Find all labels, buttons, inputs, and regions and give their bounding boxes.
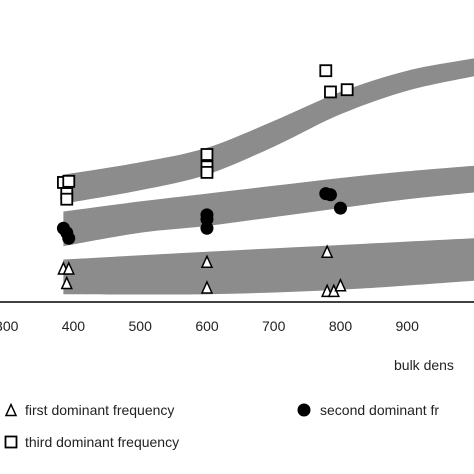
square-point bbox=[324, 85, 337, 99]
triangle-point bbox=[60, 275, 73, 290]
square-point bbox=[60, 192, 74, 206]
circle-point bbox=[200, 221, 214, 235]
x-tick-label: 700 bbox=[262, 318, 286, 334]
circle-point bbox=[333, 201, 347, 215]
legend-marker-square bbox=[4, 435, 18, 449]
circle-point bbox=[323, 188, 337, 202]
x-tick-label: 400 bbox=[62, 318, 86, 334]
triangle-point bbox=[320, 244, 334, 258]
circle-point bbox=[200, 212, 214, 226]
x-tick-label: 500 bbox=[129, 318, 153, 334]
band-1 bbox=[63, 238, 474, 295]
x-axis-title: bulk dens bbox=[394, 357, 454, 373]
data-markers bbox=[56, 64, 354, 298]
triangle-point bbox=[200, 254, 214, 269]
band-2 bbox=[63, 165, 474, 247]
legend-label: second dominant fr bbox=[320, 402, 439, 418]
confidence-bands bbox=[63, 58, 474, 295]
square-point bbox=[340, 83, 354, 97]
x-tick-label: 600 bbox=[195, 318, 219, 334]
legend-label: third dominant frequency bbox=[25, 434, 179, 450]
band-3 bbox=[63, 58, 474, 204]
square-point bbox=[62, 174, 76, 188]
x-tick-label: 300 bbox=[0, 318, 19, 334]
square-point bbox=[200, 165, 214, 179]
triangle-point bbox=[62, 261, 75, 275]
legend-marker-circle bbox=[297, 403, 311, 417]
x-tick-label: 900 bbox=[396, 318, 420, 334]
x-axis-ticks: 300 400 500 600 700 800 900 bbox=[0, 318, 419, 334]
triangle-point bbox=[200, 280, 214, 294]
square-point bbox=[200, 148, 214, 161]
circle-point bbox=[62, 231, 76, 245]
legend: first dominant frequency second dominant … bbox=[4, 402, 439, 450]
x-tick-label: 800 bbox=[329, 318, 353, 334]
legend-marker-triangle bbox=[4, 402, 18, 417]
square-point bbox=[319, 64, 333, 78]
triangle-point bbox=[334, 277, 347, 292]
legend-label: first dominant frequency bbox=[25, 402, 174, 418]
